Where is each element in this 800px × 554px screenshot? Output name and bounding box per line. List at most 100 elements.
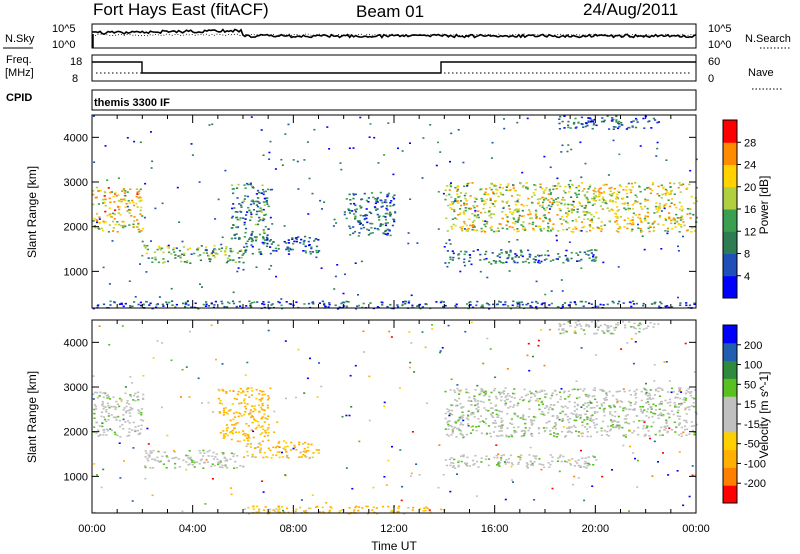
range-gate-cell: [614, 411, 617, 413]
range-gate-cell: [612, 139, 615, 142]
time-tick-label: 20:00: [582, 523, 610, 535]
range-gate-cell: [212, 451, 215, 454]
range-gate-cell: [385, 212, 389, 215]
range-gate-cell: [659, 402, 662, 405]
range-gate-cell: [525, 187, 528, 189]
range-gate-cell: [267, 415, 270, 417]
range-gate-cell: [249, 203, 253, 206]
range-gate-cell: [211, 478, 214, 480]
colorbar-swatch: [723, 120, 737, 143]
range-gate-cell: [311, 251, 315, 253]
range-gate-cell: [671, 429, 674, 431]
range-gate-cell: [234, 423, 237, 425]
station-title: Fort Hays East (fitACF): [93, 0, 269, 19]
range-gate-cell: [106, 429, 110, 432]
range-gate-cell: [582, 390, 585, 392]
range-gate-cell: [668, 217, 671, 220]
range-gate-cell: [564, 460, 567, 463]
range-gate-cell: [323, 303, 326, 306]
range-gate-cell: [450, 378, 453, 381]
range-gate-cell: [574, 117, 577, 120]
range-gate-cell: [591, 414, 594, 416]
range-gate-cell: [459, 208, 462, 210]
range-gate-cell: [565, 215, 568, 218]
range-gate-cell: [569, 462, 572, 465]
range-gate-cell: [491, 141, 494, 144]
range-gate-cell: [627, 207, 630, 210]
range-gate-cell: [451, 466, 455, 468]
colorbar-tick-label: -100: [744, 458, 766, 470]
range-gate-cell: [564, 405, 567, 408]
range-gate-cell: [221, 451, 224, 454]
range-gate-cell: [583, 462, 586, 465]
range-gate-cell: [101, 422, 104, 424]
range-gate-cell: [342, 292, 345, 295]
range-gate-cell: [231, 250, 235, 253]
range-gate-cell: [636, 415, 639, 417]
range-gate-cell: [284, 448, 287, 451]
range-gate-cell: [250, 429, 253, 431]
range-gate-cell: [528, 454, 531, 456]
range-gate-cell: [508, 253, 511, 256]
range-gate-cell: [586, 416, 589, 418]
range-gate-cell: [588, 212, 591, 214]
range-gate-cell: [446, 230, 449, 232]
range-gate-cell: [658, 408, 661, 411]
range-gate-cell: [161, 202, 164, 205]
range-gate-cell: [225, 429, 228, 432]
range-gate-cell: [583, 188, 586, 190]
range-gate-cell: [595, 211, 598, 214]
range-gate-cell: [393, 203, 396, 206]
range-gate-cell: [437, 486, 440, 489]
range-gate-cell: [226, 426, 229, 429]
range-gate-cell: [584, 162, 587, 165]
range-gate-cell: [300, 456, 303, 458]
range-gate-cell: [106, 428, 109, 431]
range-gate-cell: [354, 506, 357, 509]
range-gate-cell: [659, 434, 662, 437]
range-gate-cell: [262, 191, 266, 193]
range-gate-cell: [543, 259, 546, 261]
range-gate-cell: [634, 182, 637, 184]
range-gate-cell: [648, 120, 651, 122]
range-gate-cell: [559, 325, 562, 328]
range-gate-cell: [251, 301, 254, 304]
range-gate-cell: [263, 303, 266, 306]
range-gate-cell: [510, 465, 513, 468]
range-gate-cell: [616, 401, 619, 404]
range-gate-cell: [184, 303, 187, 305]
range-gate-cell: [257, 442, 260, 445]
range-gate-cell: [494, 422, 497, 424]
range-gate-cell: [447, 435, 450, 437]
range-gate-cell: [522, 399, 525, 402]
range-gate-cell: [541, 196, 544, 199]
range-gate-cell: [679, 224, 682, 226]
range-gate-cell: [341, 301, 344, 304]
range-gate-cell: [658, 205, 661, 207]
range-gate-cell: [145, 271, 148, 273]
range-gate-cell: [657, 207, 660, 210]
range-gate-cell: [154, 459, 157, 462]
range-gate-cell: [493, 389, 496, 392]
range-gate-cell: [252, 508, 255, 510]
range-gate-cell: [665, 422, 668, 425]
range-gate-cell: [242, 261, 245, 264]
range-gate-cell: [517, 461, 520, 464]
range-gate-cell: [624, 326, 627, 329]
range-gate-cell: [253, 405, 256, 407]
range-gate-cell: [636, 201, 639, 203]
range-gate-cell: [136, 429, 139, 432]
range-gate-cell: [304, 441, 307, 444]
range-gate-cell: [355, 505, 358, 508]
range-gate-cell: [199, 259, 202, 262]
range-gate-cell: [222, 433, 226, 435]
range-gate-cell: [254, 409, 257, 411]
range-gate-cell: [176, 186, 179, 189]
range-gate-cell: [632, 362, 635, 365]
range-gate-cell: [383, 476, 386, 478]
range-gate-cell: [603, 323, 607, 326]
colorbar-tick-label: 12: [744, 226, 756, 238]
range-gate-cell: [416, 242, 419, 244]
range-gate-cell: [688, 408, 691, 411]
